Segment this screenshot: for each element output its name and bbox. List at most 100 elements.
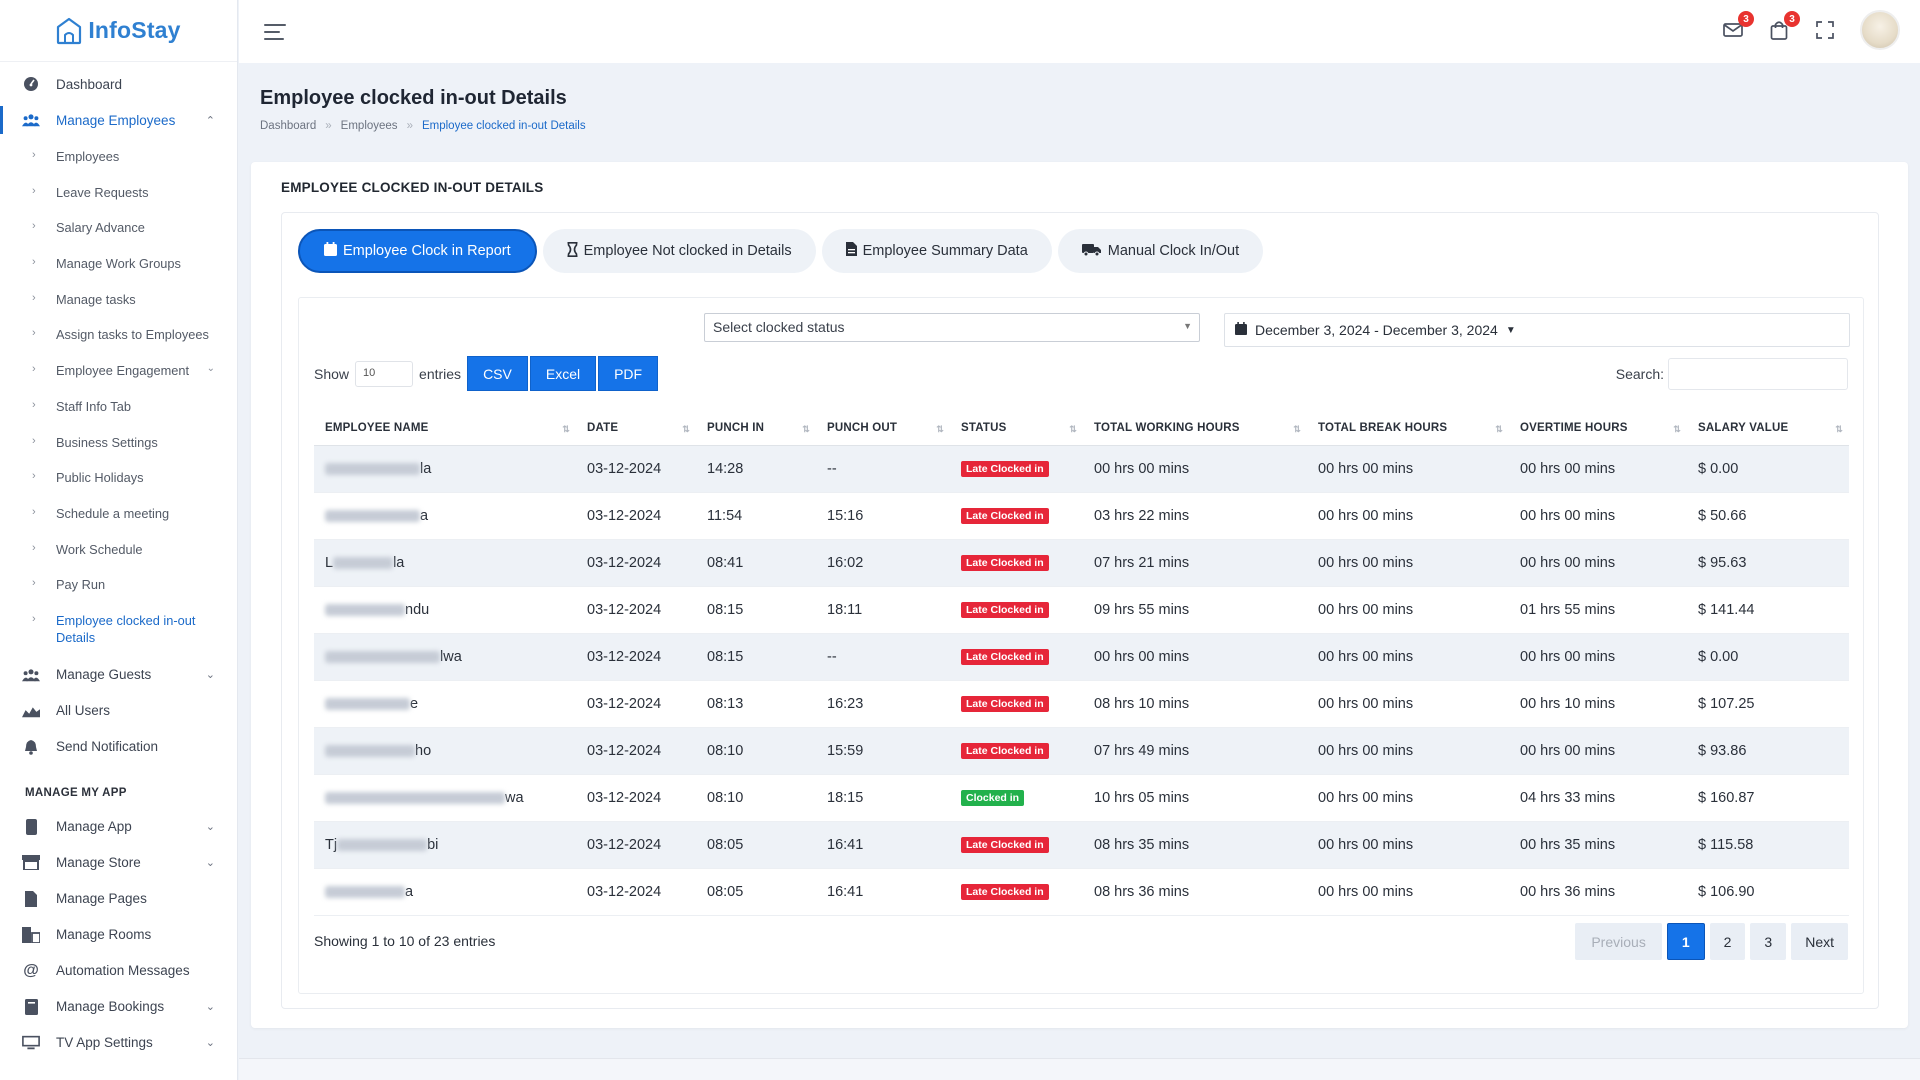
sidebar-item-manage-store[interactable]: Manage Store ⌄ <box>0 845 237 881</box>
entries-per-page-select[interactable]: 10 <box>355 360 414 387</box>
sidebar-subitem-work-schedule[interactable]: › Work Schedule <box>32 541 143 557</box>
sidebar-item-manage-employees[interactable]: Manage Employees ⌃ <box>0 102 237 138</box>
break-hours-cell: 00 hrs 00 mins <box>1307 727 1509 775</box>
page-button-2[interactable]: 2 <box>1709 923 1746 960</box>
sidebar-item-manage-rooms[interactable]: Manage Rooms <box>0 917 237 953</box>
sort-icon: ⇅ <box>562 424 570 434</box>
column-header[interactable]: STATUS ⇅ <box>950 411 1083 446</box>
page-button-1[interactable]: 1 <box>1666 923 1705 960</box>
mail-icon[interactable]: 3 <box>1722 11 1754 41</box>
chevron-right-icon: › <box>32 434 36 447</box>
date-cell: 03-12-2024 <box>576 539 696 587</box>
sidebar-subitem-public-holidays[interactable]: › Public Holidays <box>32 470 144 486</box>
sidebar-subitem-assign-tasks[interactable]: › Assign tasks to Employees <box>32 327 209 343</box>
sidebar-subitem-business-settings[interactable]: › Business Settings <box>32 434 158 450</box>
date-cell: 03-12-2024 <box>576 680 696 728</box>
sidebar-item-tv-app-settings[interactable]: TV App Settings ⌄ <box>0 1025 237 1061</box>
sidebar-item-manage-pages[interactable]: Manage Pages <box>0 881 237 917</box>
sidebar-subitem-manage-tasks[interactable]: › Manage tasks <box>32 291 136 307</box>
mobile-icon <box>22 818 40 836</box>
sidebar-subitem-schedule-meeting[interactable]: › Schedule a meeting <box>32 505 170 521</box>
status-badge: Late Clocked in <box>961 743 1049 759</box>
status-cell: Late Clocked in <box>950 539 1083 587</box>
sidebar-item-manage-guests[interactable]: Manage Guests ⌄ <box>0 657 237 693</box>
sidebar-subitem-pay-run[interactable]: › Pay Run <box>32 577 106 593</box>
sidebar-subitem-employees[interactable]: › Employees <box>32 149 120 164</box>
employee-name-cell: ndu <box>314 586 576 634</box>
app-logo[interactable]: InfoStay <box>0 0 237 62</box>
column-header[interactable]: TOTAL WORKING HOURS ⇅ <box>1083 411 1307 446</box>
report-tabs: Employee Clock in Report Employee Not cl… <box>298 229 1264 273</box>
punch-in-cell: 08:15 <box>696 633 816 681</box>
break-hours-cell: 00 hrs 00 mins <box>1307 774 1509 822</box>
salary-value-cell: $ 0.00 <box>1687 633 1849 681</box>
tab-summary-data[interactable]: Employee Summary Data <box>821 229 1052 273</box>
search-input[interactable] <box>1668 358 1848 390</box>
excel-export-button[interactable]: Excel <box>529 356 597 391</box>
date-cell: 03-12-2024 <box>576 727 696 775</box>
sidebar-item-label: Manage Store <box>56 855 141 871</box>
store-icon <box>22 854 40 872</box>
overtime-hours-cell: 00 hrs 00 mins <box>1509 492 1687 540</box>
sidebar-item-send-notification[interactable]: Send Notification <box>0 729 237 765</box>
previous-page-button[interactable]: Previous <box>1575 923 1662 960</box>
employee-name-suffix: a <box>420 507 429 524</box>
column-header[interactable]: OVERTIME HOURS ⇅ <box>1509 411 1687 446</box>
table-row: la 03-12-2024 14:28 -- Late Clocked in 00 hrs… <box>314 445 1849 493</box>
column-header[interactable]: PUNCH OUT ⇅ <box>816 411 950 446</box>
column-header[interactable]: EMPLOYEE NAME ⇅ <box>314 411 576 446</box>
employee-name-prefix: Tj <box>325 836 338 853</box>
hourglass-icon <box>567 241 578 261</box>
card-title: EMPLOYEE CLOCKED IN-OUT DETAILS <box>281 180 544 195</box>
pdf-export-button[interactable]: PDF <box>598 356 659 391</box>
column-header[interactable]: SALARY VALUE ⇅ <box>1687 411 1849 446</box>
sidebar-subitem-clocked-in-out[interactable]: › Employee clocked in-out Details <box>32 612 196 646</box>
csv-export-button[interactable]: CSV <box>467 356 528 391</box>
table-row: a 03-12-2024 08:05 16:41 Late Clocked in 08 h… <box>314 868 1849 916</box>
tab-manual-clock[interactable]: Manual Clock In/Out <box>1057 229 1264 273</box>
fullscreen-icon[interactable] <box>1814 19 1836 41</box>
building-icon <box>22 926 40 944</box>
sidebar-item-automation-messages[interactable]: @ Automation Messages <box>0 953 237 989</box>
employee-name-suffix: lwa <box>440 648 462 665</box>
sort-icon: ⇅ <box>682 424 690 434</box>
sidebar-subitem-leave-requests[interactable]: › Leave Requests <box>32 184 149 200</box>
table-row: lwa 03-12-2024 08:15 -- Late Clocked in 00 hr… <box>314 633 1849 681</box>
tab-clock-in-report[interactable]: Employee Clock in Report <box>298 229 537 273</box>
date-cell: 03-12-2024 <box>576 445 696 493</box>
tab-label: Employee Clock in Report <box>343 243 511 259</box>
punch-out-cell: -- <box>816 445 950 493</box>
column-header[interactable]: PUNCH IN ⇅ <box>696 411 816 446</box>
tab-not-clocked-in[interactable]: Employee Not clocked in Details <box>542 229 816 273</box>
working-hours-cell: 07 hrs 49 mins <box>1083 727 1307 775</box>
column-header[interactable]: DATE ⇅ <box>576 411 696 446</box>
user-avatar[interactable] <box>1860 10 1900 50</box>
breadcrumb-item[interactable]: Employees <box>340 120 398 132</box>
status-badge: Late Clocked in <box>961 837 1049 853</box>
status-badge: Late Clocked in <box>961 461 1049 477</box>
salary-value-cell: $ 160.87 <box>1687 774 1849 822</box>
page-button-3[interactable]: 3 <box>1750 923 1787 960</box>
entries-control: Show 10 entries CSV Excel PDF <box>314 356 659 391</box>
sidebar-item-all-users[interactable]: All Users <box>0 693 237 729</box>
sidebar-item-dashboard[interactable]: Dashboard <box>0 66 237 102</box>
sidebar-subitem-work-groups[interactable]: › Manage Work Groups <box>32 256 181 272</box>
sidebar-subitem-staff-info-tab[interactable]: › Staff Info Tab <box>32 398 131 414</box>
breadcrumb-item[interactable]: Dashboard <box>260 120 317 132</box>
sidebar-item-manage-app[interactable]: Manage App ⌄ <box>0 809 237 845</box>
sidebar-subitem-employee-engagement[interactable]: › Employee Engagement ⌄ <box>32 363 215 379</box>
status-cell: Late Clocked in <box>950 680 1083 728</box>
column-header[interactable]: TOTAL BREAK HOURS ⇅ <box>1307 411 1509 446</box>
shopping-bag-icon[interactable]: 3 <box>1768 11 1800 41</box>
menu-toggle-icon[interactable] <box>264 23 286 40</box>
sidebar-item-manage-bookings[interactable]: Manage Bookings ⌄ <box>0 989 237 1025</box>
chevron-down-icon: ⌄ <box>205 857 215 870</box>
clocked-status-select[interactable]: Select clocked status ▼ <box>704 313 1200 342</box>
break-hours-cell: 00 hrs 00 mins <box>1307 821 1509 869</box>
next-page-button[interactable]: Next <box>1791 923 1848 960</box>
date-range-picker[interactable]: December 3, 2024 - December 3, 2024 ▼ <box>1224 313 1850 347</box>
sidebar-subitem-salary-advance[interactable]: › Salary Advance <box>32 220 145 236</box>
chevron-down-icon: ⌄ <box>205 669 215 682</box>
status-cell: Clocked in <box>950 774 1083 822</box>
